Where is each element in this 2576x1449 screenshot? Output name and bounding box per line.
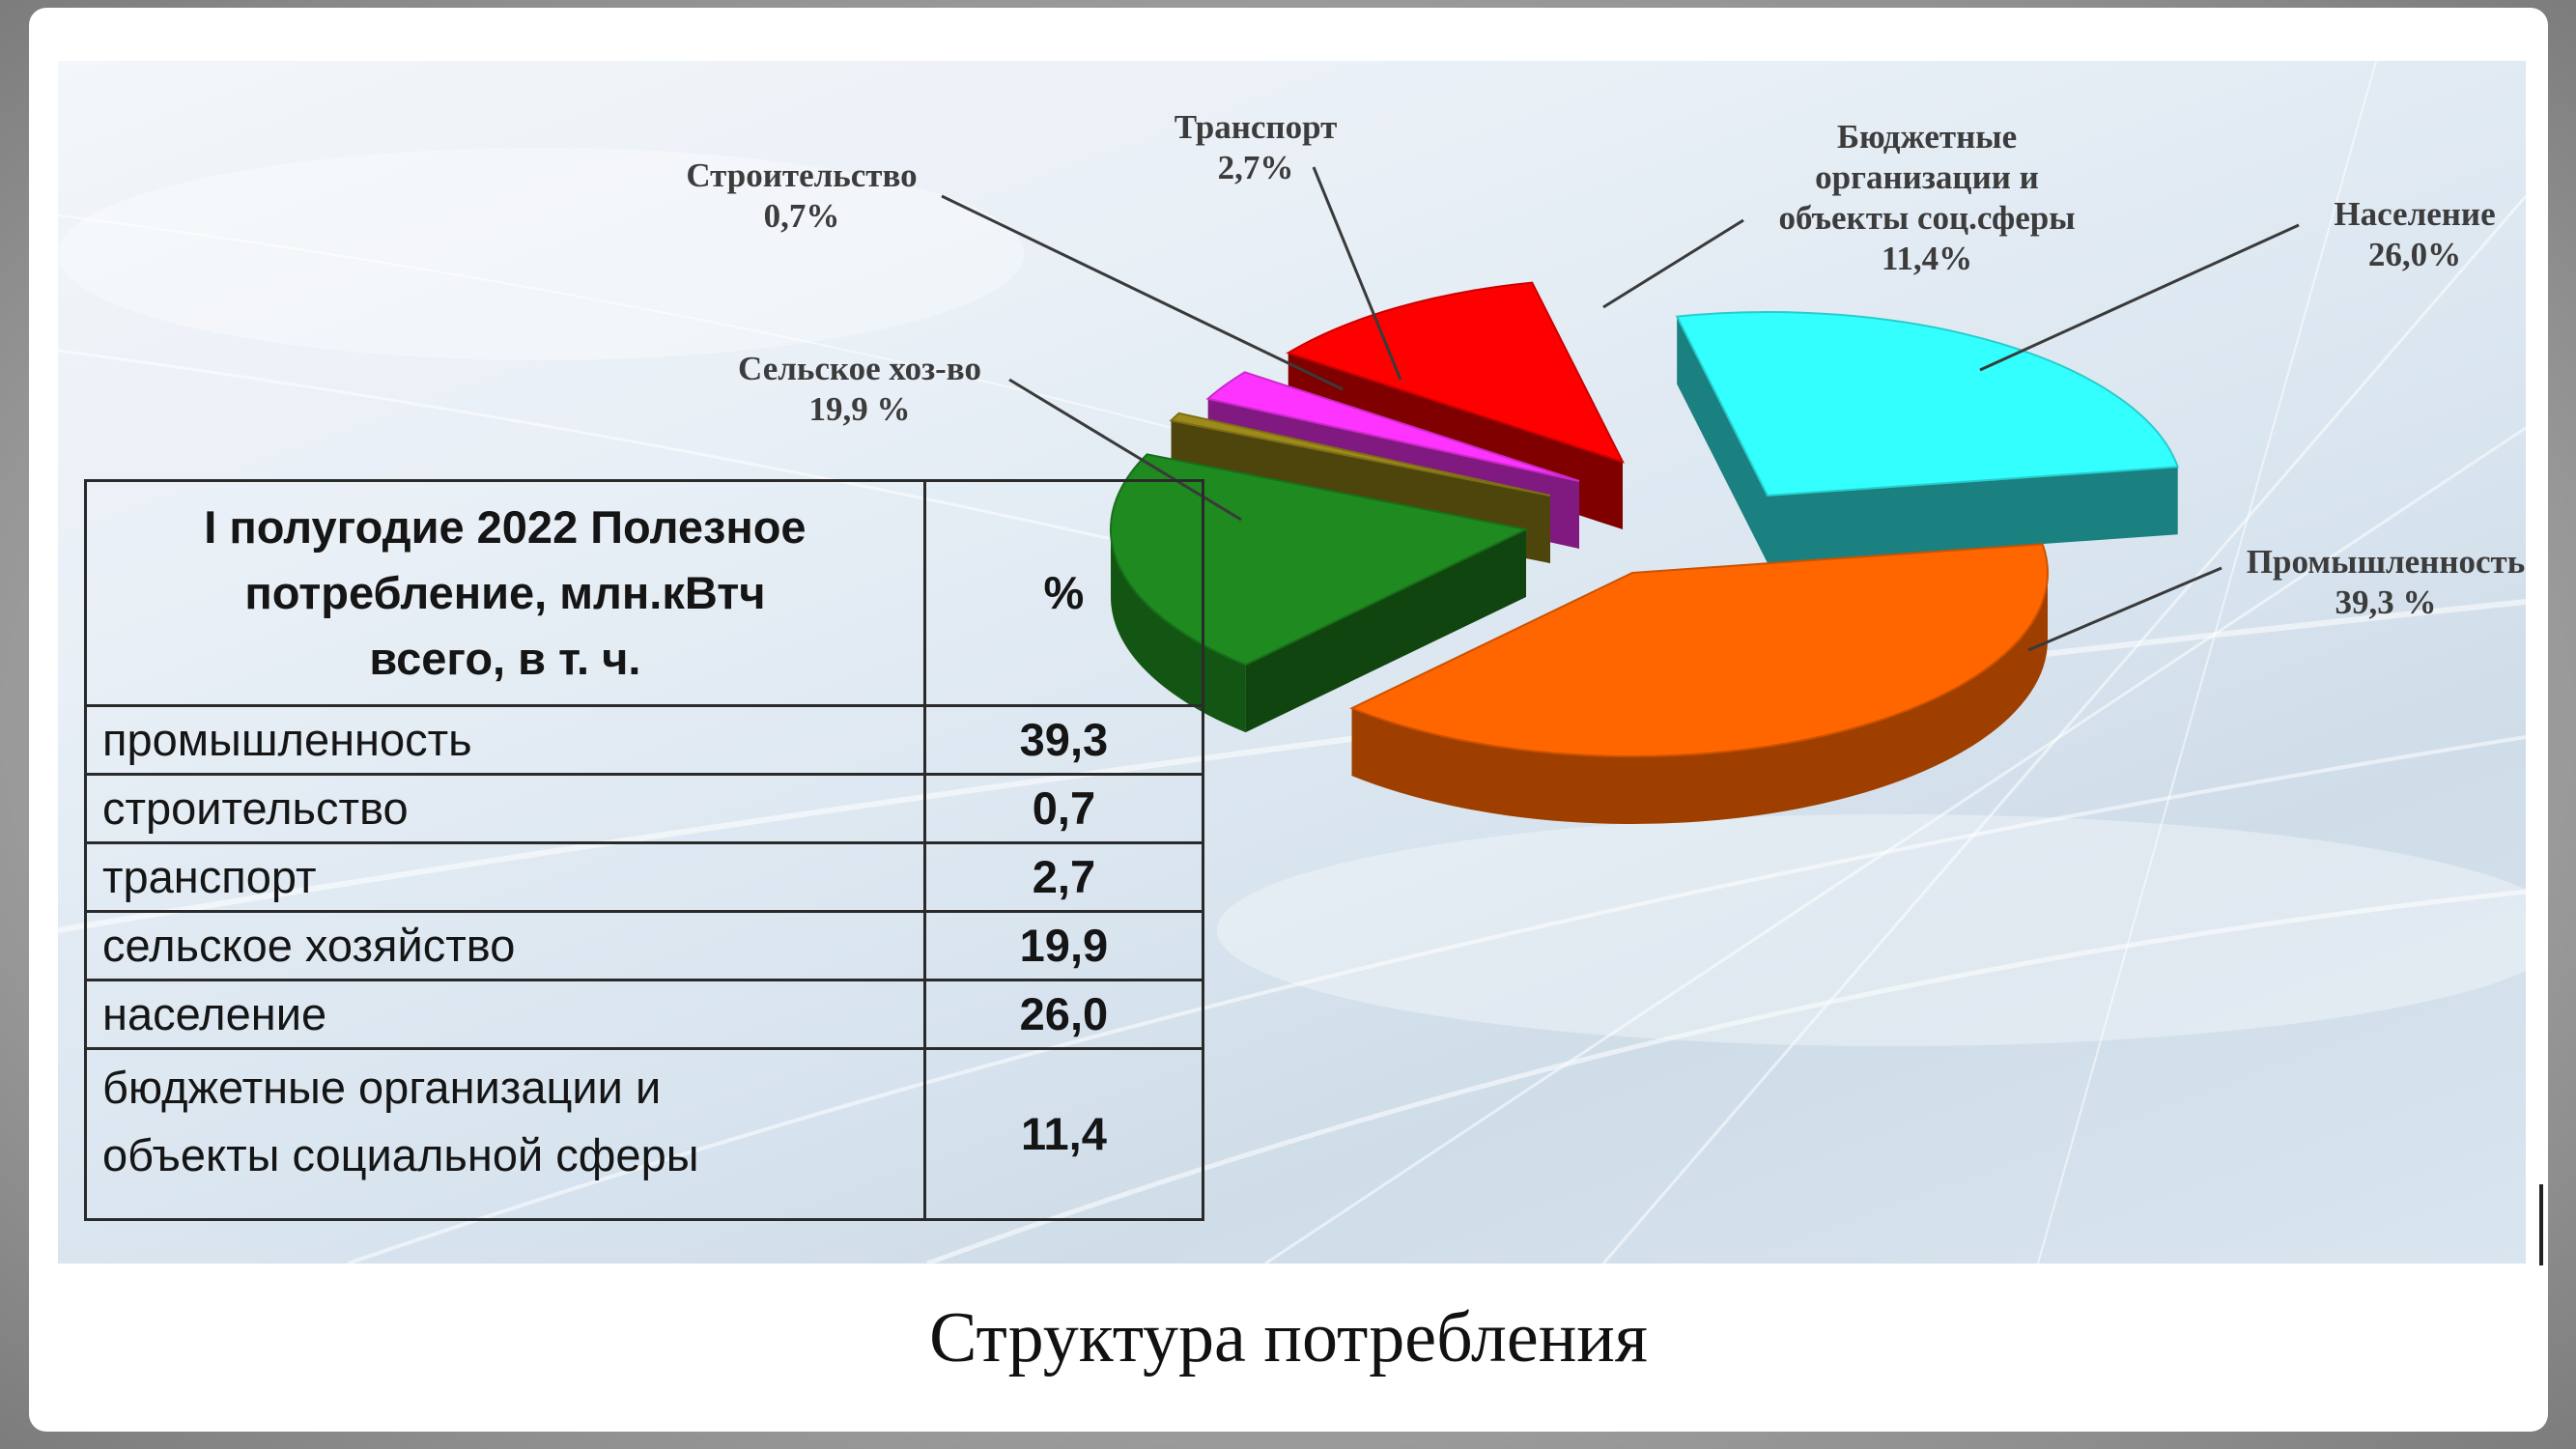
pie-label-stroitelstvo: Строительство 0,7% [686,156,917,235]
pie-leader-line [1602,218,1744,309]
table-row: сельское хозяйство 19,9 [84,910,1205,981]
pie-label-line: 19,9 % [809,390,911,428]
table-cell-value: 19,9 [922,910,1205,981]
table-cell-name: промышленность [84,704,926,776]
table-header-name-line: всего, в т. ч. [369,633,641,684]
pie-label-line: Строительство [686,156,917,194]
table-row: строительство 0,7 [84,773,1205,844]
table-header-name: I полугодие 2022 Полезное потребление, м… [84,479,926,707]
pie-label-transport: Транспорт 2,7% [1175,108,1338,186]
pie-label-naselenie: Население 26,0% [2334,195,2495,273]
table-cell-name: население [84,979,926,1050]
table-header-name-line: I полугодие 2022 Полезное [204,501,807,553]
pie-leader-line [941,194,1344,391]
pie-chart: Строительство 0,7%Транспорт 2,7%Бюджетные о… [686,108,2525,824]
table-cell-value: 26,0 [922,979,1205,1050]
pie-slice-wall [1768,467,2178,563]
pie-label-line: 2,7% [1218,149,1294,186]
chart-picture: Строительство 0,7% Транспорт 2,7% Бюджетные о… [58,61,2526,1264]
pie-label-selskoe: Сельское хоз-во 19,9 % [738,350,981,428]
pie-labels: Строительство 0,7%Транспорт 2,7%Бюджетные о… [686,108,2525,621]
table-cell-value: 2,7 [922,841,1205,913]
pie-slice-wall [1677,316,1768,563]
pie-leader-line [2027,566,2222,652]
table-cell-value: 11,4 [922,1047,1205,1221]
table-cell-value: 39,3 [922,704,1205,776]
pie-leader-line [1312,166,1402,381]
table-header-pct: % [922,479,1205,707]
table-cell-name: сельское хозяйство [84,910,926,981]
pie-slice [1675,311,2180,563]
pie-label-line: 11,4% [1882,240,1972,277]
table-cell-name: строительство [84,773,926,844]
pie-label-line: организации и [1815,158,2039,196]
pie-label-line: 26,0% [2368,236,2461,273]
pie-label-line: 0,7% [764,197,840,235]
pie-slice-top [1349,543,2050,757]
pie-label-line: Сельское хоз-во [738,350,981,387]
pie-label-line: 39,3 % [2335,583,2437,621]
pie-label-line: Промышленность [2247,543,2525,581]
pie-label-byudzhet: Бюджетные организации и объекты соц.сферы 1… [1778,118,2075,277]
pie-label-line: Население [2334,195,2495,233]
pie-slice-side [1351,573,2048,824]
slide-edge-mark [2539,1184,2543,1265]
pie-slice-top [1169,412,1551,497]
table-row: транспорт 2,7 [84,841,1205,913]
slide: Строительство 0,7% Транспорт 2,7% Бюджетные о… [29,8,2548,1432]
pie-slice-top [1675,311,2180,497]
table-cell-name: транспорт [84,841,926,913]
table-row: бюджетные организации и объекты социальн… [84,1047,1205,1221]
pie-slice-top [1205,371,1580,482]
pie-label-promyshlennost: Промышленность 39,3 % [2247,543,2525,621]
pie-leader-line [1979,223,2300,372]
pie-slice [1349,543,2050,824]
table-cell-value: 0,7 [922,773,1205,844]
pie-label-line: Транспорт [1175,108,1338,146]
table-header-name-line: потребление, млн.кВтч [244,567,766,618]
pie-slice-wall [1245,529,1526,733]
pie-label-line: объекты соц.сферы [1778,199,2075,237]
data-table: I полугодие 2022 Полезное потребление, м… [84,479,1205,1221]
pie-slices [1110,281,2180,824]
slide-caption: Структура потребления [929,1298,1648,1378]
table-header-row: I полугодие 2022 Полезное потребление, м… [84,479,1205,707]
pie-label-line: Бюджетные [1837,118,2017,156]
table-row: население 26,0 [84,979,1205,1050]
table-cell-name-line: объекты социальной сферы [102,1129,699,1180]
table-cell-name-line: бюджетные организации и [102,1062,662,1113]
table-row: промышленность 39,3 [84,704,1205,776]
table-cell-name: бюджетные организации и объекты социальн… [84,1047,926,1221]
pie-slice-top [1286,281,1625,464]
